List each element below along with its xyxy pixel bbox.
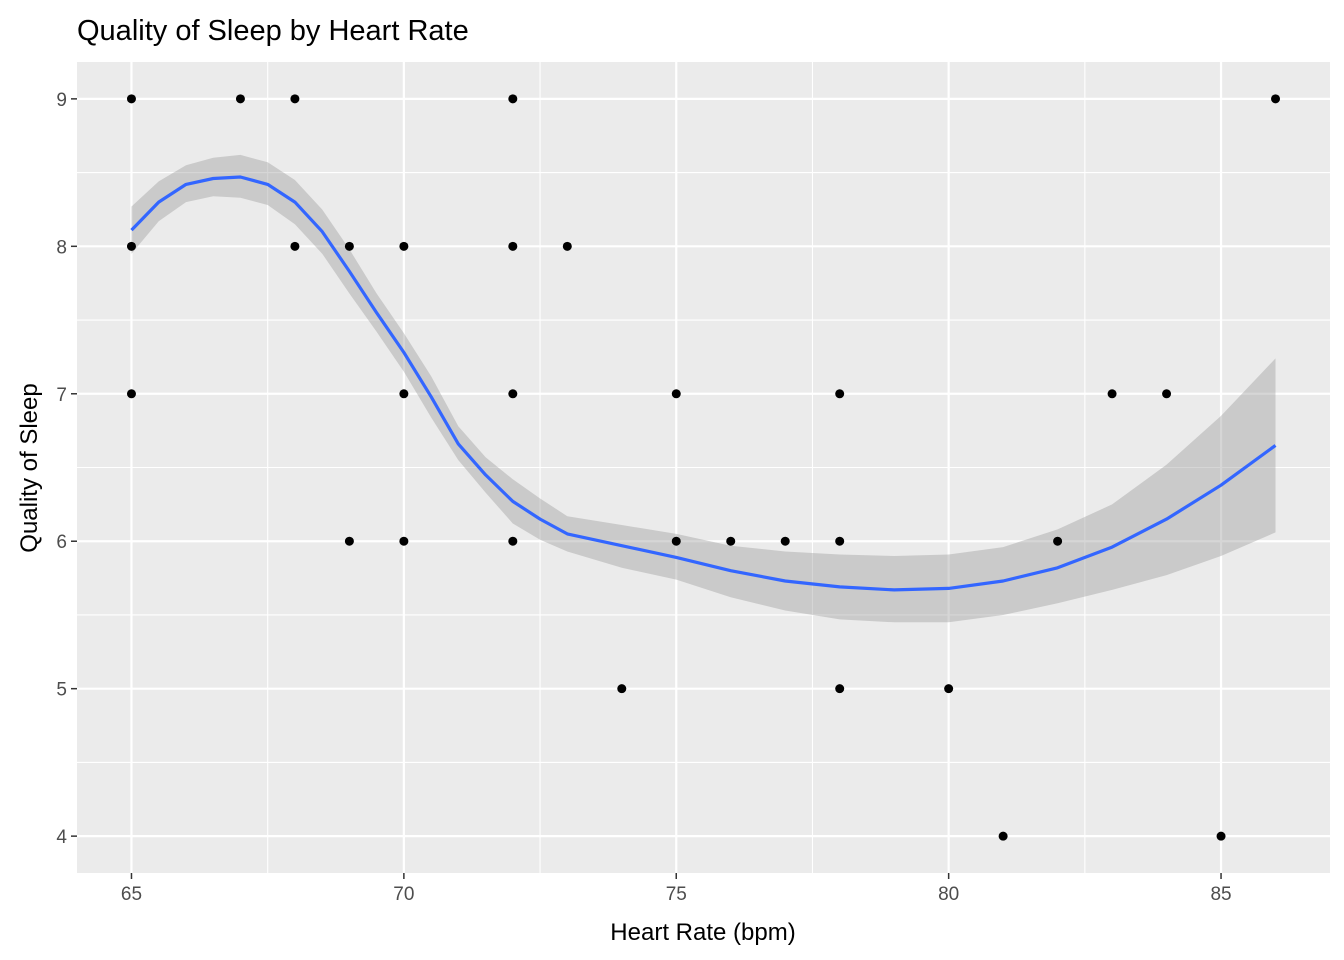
data-point — [1053, 536, 1063, 546]
y-axis-title: Quality of Sleep — [16, 383, 43, 552]
data-point — [508, 389, 518, 399]
data-point — [126, 94, 136, 104]
x-tick-label: 75 — [666, 884, 687, 905]
data-point — [508, 94, 518, 104]
data-point — [290, 241, 300, 251]
data-point — [344, 536, 354, 546]
data-point — [399, 536, 409, 546]
data-point — [344, 241, 354, 251]
x-tick-label: 85 — [1210, 884, 1231, 905]
data-point — [1162, 389, 1172, 399]
x-tick-label: 80 — [938, 884, 959, 905]
y-tick-label: 4 — [56, 827, 67, 848]
data-points — [126, 94, 1281, 841]
major-gridlines — [77, 62, 1330, 873]
data-point — [126, 241, 136, 251]
chart-title: Quality of Sleep by Heart Rate — [77, 15, 469, 47]
y-tick-label: 5 — [56, 680, 67, 701]
y-tick-label: 6 — [56, 532, 67, 553]
data-point — [126, 389, 136, 399]
x-tick-label: 70 — [393, 884, 414, 905]
data-point — [508, 241, 518, 251]
data-point — [726, 536, 736, 546]
y-axis: 4 5 6 7 8 9 — [56, 90, 77, 848]
x-axis: 65 70 75 80 85 — [121, 873, 1232, 905]
data-point — [508, 536, 518, 546]
data-point — [399, 389, 409, 399]
x-tick-label: 65 — [121, 884, 142, 905]
confidence-band — [131, 154, 1276, 623]
smooth-line — [130, 175, 1277, 592]
data-point — [1216, 831, 1226, 841]
data-point — [1271, 94, 1281, 104]
y-tick-label: 7 — [56, 385, 67, 406]
data-point — [235, 94, 245, 104]
data-point — [290, 94, 300, 104]
data-point — [671, 389, 681, 399]
y-tick-label: 8 — [56, 237, 67, 258]
data-point — [562, 241, 572, 251]
data-point — [1107, 389, 1117, 399]
x-axis-title: Heart Rate (bpm) — [610, 919, 795, 946]
data-point — [835, 389, 845, 399]
data-point — [835, 536, 845, 546]
data-point — [399, 241, 409, 251]
minor-gridlines — [77, 62, 1330, 873]
y-tick-label: 9 — [56, 90, 67, 111]
data-point — [944, 684, 954, 694]
data-point — [998, 831, 1008, 841]
data-point — [780, 536, 790, 546]
data-point — [671, 536, 681, 546]
data-point — [617, 684, 627, 694]
data-point — [835, 684, 845, 694]
